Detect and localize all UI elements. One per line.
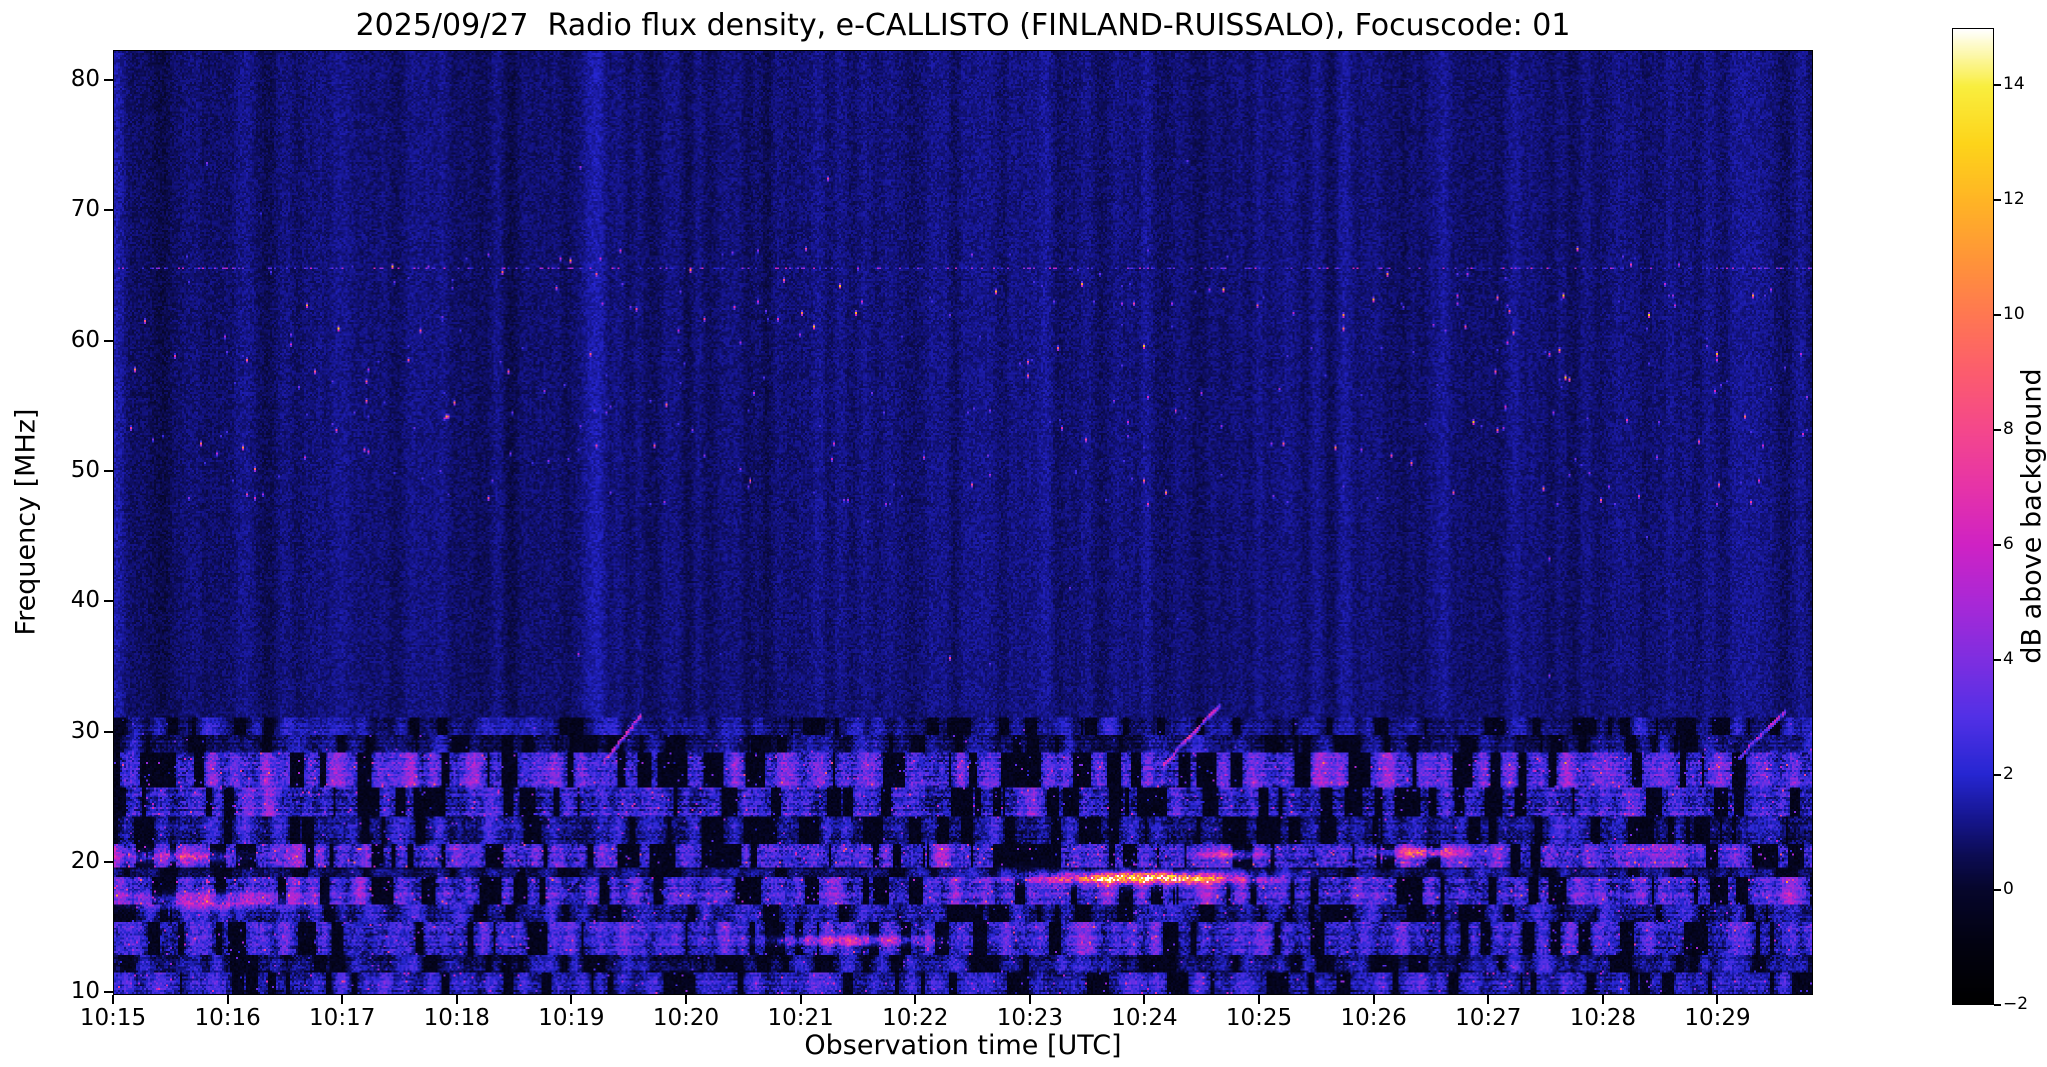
colorbar-tick-label: 14 bbox=[2003, 74, 2025, 95]
y-axis-label: Frequency [MHz] bbox=[10, 408, 42, 636]
y-tick-label: 50 bbox=[70, 457, 100, 483]
x-tick-mark bbox=[112, 995, 114, 1004]
x-tick-mark bbox=[1601, 995, 1604, 1004]
y-tick-label: 60 bbox=[70, 326, 100, 353]
x-tick-mark bbox=[455, 995, 458, 1004]
y-tick-label: 20 bbox=[70, 848, 100, 875]
x-tick-mark bbox=[341, 995, 344, 1004]
y-tick-mark bbox=[104, 600, 113, 603]
y-tick-label: 40 bbox=[70, 587, 100, 614]
colorbar-tick-label: −2 bbox=[2003, 994, 2029, 1014]
x-tick-label: 10:21 bbox=[767, 1005, 834, 1031]
y-tick-mark bbox=[104, 470, 113, 472]
plot-area bbox=[113, 50, 1813, 995]
y-tick-label: 70 bbox=[70, 196, 100, 223]
x-tick-label: 10:17 bbox=[309, 1005, 376, 1031]
colorbar-tick-mark bbox=[1994, 774, 2001, 777]
colorbar-tick-label: 2 bbox=[2003, 764, 2014, 785]
colorbar-tick-mark bbox=[1994, 429, 2001, 432]
x-tick-mark bbox=[914, 995, 917, 1004]
y-tick-mark bbox=[104, 861, 113, 864]
colorbar-tick-mark bbox=[1994, 84, 2001, 87]
x-tick-label: 10:25 bbox=[1225, 1005, 1293, 1031]
spectrogram-canvas bbox=[114, 51, 1812, 994]
colorbar-tick-label: 4 bbox=[2003, 649, 2014, 670]
x-tick-label: 10:18 bbox=[423, 1005, 490, 1031]
x-tick-mark bbox=[685, 995, 688, 1004]
colorbar-canvas bbox=[1953, 29, 1993, 1004]
x-tick-mark bbox=[1487, 995, 1490, 1004]
x-tick-label: 10:23 bbox=[996, 1005, 1063, 1031]
colorbar-tick-label: 6 bbox=[2003, 534, 2014, 555]
x-tick-label: 10:28 bbox=[1569, 1005, 1637, 1031]
x-tick-mark bbox=[799, 995, 802, 1004]
x-tick-label: 10:19 bbox=[538, 1005, 605, 1031]
x-tick-label: 10:15 bbox=[79, 1005, 147, 1031]
x-tick-mark bbox=[1028, 995, 1031, 1004]
x-tick-mark bbox=[1258, 995, 1261, 1004]
x-tick-mark bbox=[1716, 995, 1719, 1004]
x-tick-mark bbox=[1372, 995, 1375, 1004]
y-tick-label: 30 bbox=[70, 717, 100, 744]
x-tick-label: 10:29 bbox=[1684, 1005, 1751, 1031]
colorbar-tick-mark bbox=[1994, 544, 2001, 547]
y-tick-mark bbox=[104, 991, 113, 994]
x-tick-label: 10:20 bbox=[652, 1005, 720, 1031]
x-tick-mark bbox=[1143, 995, 1146, 1004]
x-tick-mark bbox=[226, 995, 229, 1004]
colorbar-tick-label: 8 bbox=[2003, 419, 2014, 440]
y-tick-mark bbox=[104, 730, 113, 733]
colorbar-tick-label: 12 bbox=[2003, 189, 2025, 210]
colorbar-tick-label: 10 bbox=[2003, 304, 2025, 325]
y-tick-label: 10 bbox=[70, 978, 100, 1005]
colorbar-tick-mark bbox=[1994, 889, 2001, 892]
colorbar-tick-mark bbox=[1994, 1004, 2001, 1006]
x-tick-mark bbox=[570, 995, 573, 1004]
y-tick-mark bbox=[104, 339, 113, 342]
chart-title: 2025/09/27 Radio flux density, e-CALLIST… bbox=[355, 8, 1571, 43]
y-tick-mark bbox=[104, 209, 113, 212]
x-axis-label: Observation time [UTC] bbox=[804, 1030, 1122, 1061]
colorbar bbox=[1952, 28, 1994, 1005]
colorbar-tick-mark bbox=[1994, 314, 2001, 317]
y-tick-mark bbox=[104, 78, 113, 81]
x-tick-label: 10:24 bbox=[1111, 1005, 1178, 1031]
x-tick-label: 10:27 bbox=[1455, 1005, 1522, 1031]
x-tick-label: 10:16 bbox=[194, 1005, 261, 1031]
x-tick-label: 10:26 bbox=[1340, 1005, 1407, 1031]
colorbar-tick-mark bbox=[1994, 199, 2001, 202]
colorbar-tick-label: 0 bbox=[2003, 879, 2014, 900]
colorbar-tick-mark bbox=[1994, 659, 2001, 662]
colorbar-label: dB above background bbox=[2016, 368, 2047, 664]
y-tick-label: 80 bbox=[70, 65, 100, 92]
x-tick-label: 10:22 bbox=[882, 1005, 949, 1031]
